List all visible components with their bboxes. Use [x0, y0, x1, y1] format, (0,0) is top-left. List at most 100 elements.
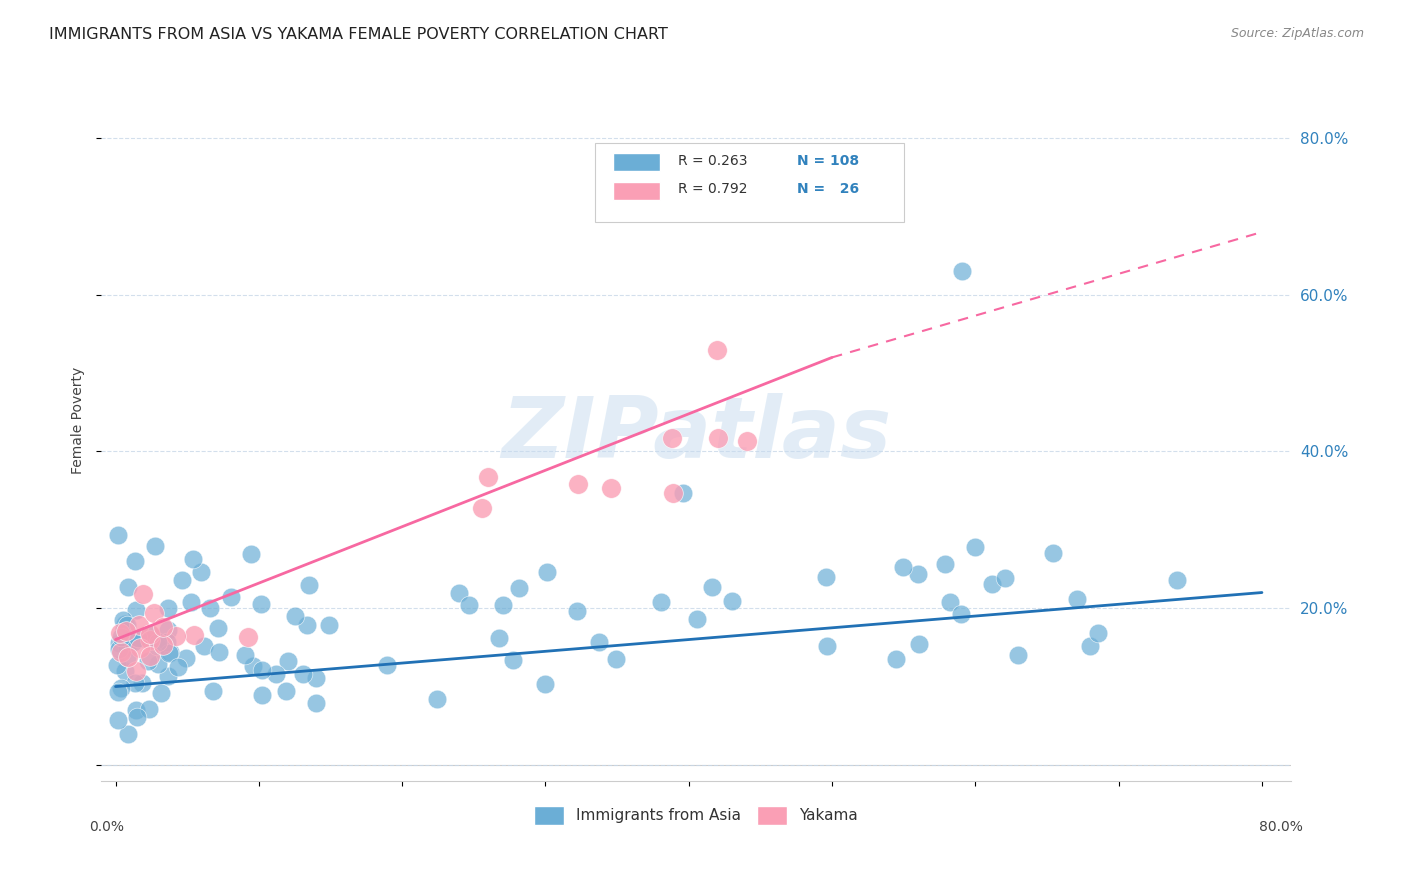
Point	[891, 560, 914, 574]
Point	[117, 581, 139, 595]
Point	[139, 627, 162, 641]
Point	[295, 617, 318, 632]
Point	[502, 653, 524, 667]
Point	[114, 624, 136, 638]
Point	[737, 434, 759, 448]
Point	[157, 669, 180, 683]
Point	[124, 675, 146, 690]
Point	[105, 658, 128, 673]
Text: 0.0%: 0.0%	[90, 821, 124, 834]
Point	[488, 631, 510, 645]
Point	[1166, 573, 1188, 587]
Point	[814, 570, 837, 584]
Point	[207, 622, 229, 636]
Point	[143, 606, 166, 620]
Point	[200, 601, 222, 615]
Point	[170, 573, 193, 587]
Text: Source: ZipAtlas.com: Source: ZipAtlas.com	[1230, 27, 1364, 40]
Legend: Immigrants from Asia, Yakama: Immigrants from Asia, Yakama	[527, 800, 865, 830]
Point	[156, 623, 179, 637]
Point	[146, 640, 169, 654]
Point	[491, 598, 513, 612]
Point	[706, 431, 728, 445]
FancyBboxPatch shape	[613, 153, 661, 171]
Point	[152, 638, 174, 652]
Point	[125, 704, 148, 718]
Point	[143, 539, 166, 553]
Point	[121, 635, 143, 649]
Point	[650, 595, 672, 609]
Point	[115, 640, 138, 654]
Point	[1087, 625, 1109, 640]
Point	[567, 476, 589, 491]
Point	[208, 645, 231, 659]
Point	[108, 641, 131, 656]
Point	[107, 528, 129, 542]
Point	[111, 613, 134, 627]
Point	[720, 593, 742, 607]
Point	[686, 612, 709, 626]
Point	[152, 620, 174, 634]
Point	[117, 649, 139, 664]
Point	[458, 598, 481, 612]
Point	[138, 702, 160, 716]
Point	[159, 645, 181, 659]
Point	[193, 639, 215, 653]
Point	[138, 633, 160, 648]
Point	[108, 625, 131, 640]
Text: R = 0.792: R = 0.792	[678, 182, 748, 196]
Point	[115, 626, 138, 640]
Point	[284, 608, 307, 623]
Point	[980, 577, 1002, 591]
Point	[471, 501, 494, 516]
Point	[110, 681, 132, 696]
Point	[534, 677, 557, 691]
Point	[148, 657, 170, 672]
FancyBboxPatch shape	[613, 182, 661, 200]
Point	[934, 557, 956, 571]
Text: IMMIGRANTS FROM ASIA VS YAKAMA FEMALE POVERTY CORRELATION CHART: IMMIGRANTS FROM ASIA VS YAKAMA FEMALE PO…	[49, 27, 668, 42]
Y-axis label: Female Poverty: Female Poverty	[72, 367, 86, 474]
Point	[907, 567, 929, 582]
Point	[149, 686, 172, 700]
Point	[114, 616, 136, 631]
Point	[706, 343, 728, 357]
Point	[671, 486, 693, 500]
Point	[201, 683, 224, 698]
Point	[233, 648, 256, 662]
Point	[131, 631, 153, 645]
Point	[277, 654, 299, 668]
Point	[117, 726, 139, 740]
Point	[156, 635, 179, 649]
Point	[298, 578, 321, 592]
Point	[125, 603, 148, 617]
Point	[127, 631, 149, 645]
Point	[994, 571, 1017, 585]
Point	[156, 600, 179, 615]
Point	[305, 671, 328, 685]
Point	[157, 646, 180, 660]
Point	[318, 617, 340, 632]
Point	[1066, 592, 1088, 607]
Point	[118, 628, 141, 642]
Point	[242, 658, 264, 673]
Point	[801, 194, 824, 208]
Text: R = 0.263: R = 0.263	[678, 153, 748, 168]
Point	[449, 586, 471, 600]
Point	[110, 644, 132, 658]
Point	[128, 641, 150, 656]
Point	[908, 637, 931, 651]
Point	[108, 636, 131, 650]
Point	[426, 691, 449, 706]
Point	[239, 547, 262, 561]
Point	[605, 652, 627, 666]
FancyBboxPatch shape	[595, 143, 904, 222]
Point	[1007, 648, 1029, 662]
Point	[250, 664, 273, 678]
Point	[305, 696, 328, 710]
Point	[588, 634, 610, 648]
Point	[939, 595, 962, 609]
Point	[536, 565, 558, 579]
Point	[565, 604, 588, 618]
Point	[815, 639, 838, 653]
